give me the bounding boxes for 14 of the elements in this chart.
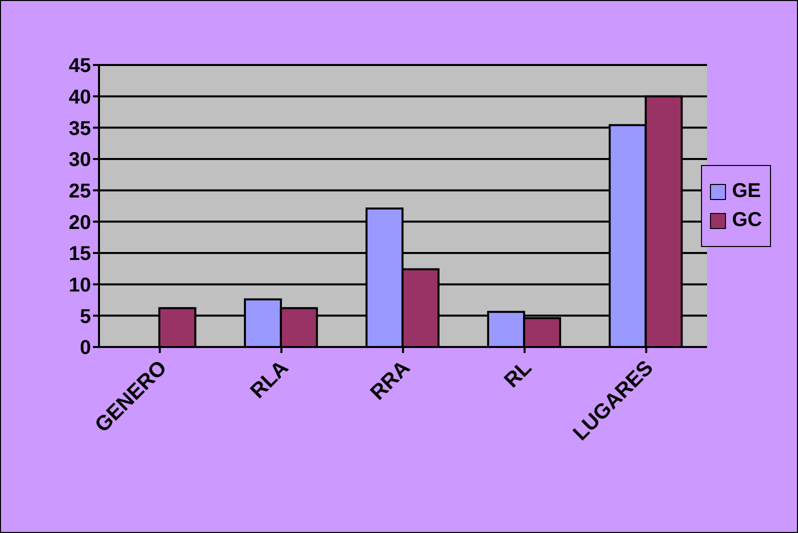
y-tick-label: 40 <box>68 86 91 108</box>
x-tick-label: RLA <box>246 356 293 404</box>
y-tick-label: 35 <box>68 118 91 140</box>
y-tick-label: 20 <box>68 212 91 234</box>
y-tick-label: 0 <box>80 337 91 360</box>
y-tick-label: 10 <box>68 274 91 296</box>
legend-label: GC <box>732 209 762 232</box>
y-tick-label: 5 <box>80 306 91 328</box>
y-tick-label: 30 <box>68 149 91 172</box>
x-tick-label: RL <box>500 356 536 392</box>
y-tick-label: 25 <box>68 180 91 202</box>
y-tick-label: 45 <box>68 55 91 78</box>
y-tick-label: 15 <box>68 243 91 266</box>
legend-label: GE <box>732 180 761 203</box>
